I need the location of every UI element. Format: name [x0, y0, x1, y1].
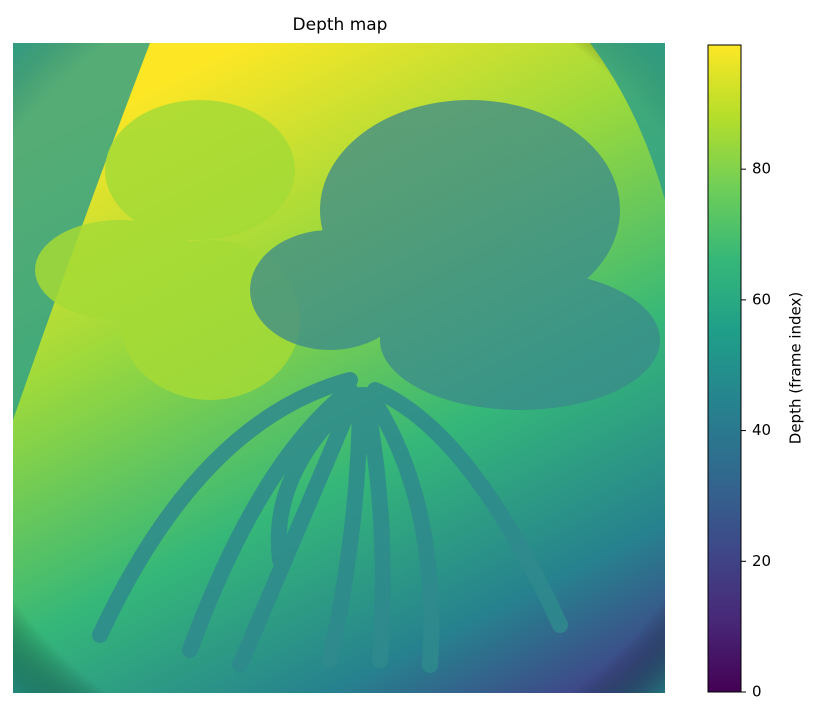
colorbar — [707, 44, 742, 693]
colorbar-tick-label: 60 — [752, 290, 771, 308]
depth-image — [13, 43, 665, 693]
colorbar-tick-label: 20 — [752, 552, 771, 570]
colorbar-tick-label: 40 — [752, 421, 771, 439]
chart-title: Depth map — [293, 15, 388, 35]
colorbar-tick-label: 0 — [752, 683, 762, 701]
colorbar-tick-label: 80 — [752, 160, 771, 178]
colorbar-label: Depth (frame index) — [787, 292, 805, 444]
